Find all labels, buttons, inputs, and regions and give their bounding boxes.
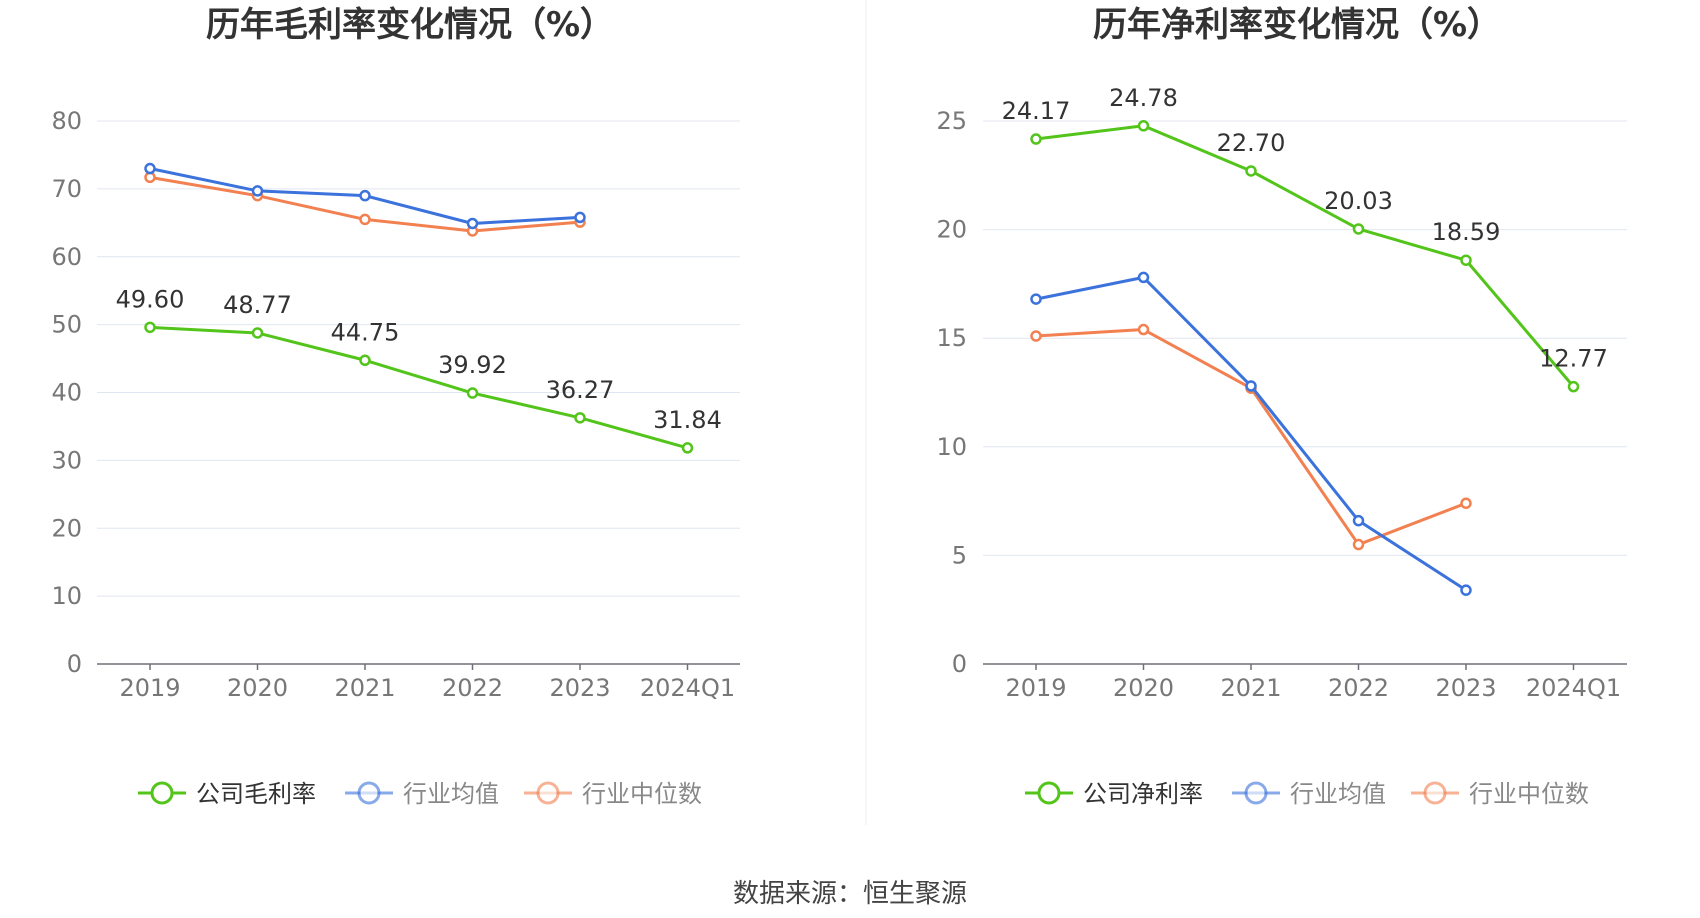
y-tick-label: 40	[51, 379, 82, 407]
data-point	[144, 321, 156, 334]
data-point	[359, 189, 371, 202]
x-tick-label: 2021	[334, 674, 395, 702]
data-point	[681, 442, 694, 454]
data-label: 20.03	[1324, 187, 1393, 215]
x-tick-label: 2022	[1328, 674, 1389, 702]
legend-swatch-marker	[150, 781, 174, 805]
data-point	[1245, 380, 1257, 392]
data-label: 24.78	[1109, 84, 1178, 112]
x-tick-label: 2024Q1	[640, 674, 735, 702]
series-line	[1035, 328, 1467, 547]
legend-swatch-marker	[536, 781, 560, 805]
x-tick-label: 2024Q1	[1526, 674, 1621, 702]
data-point	[466, 217, 479, 230]
data-label: 22.70	[1217, 129, 1286, 157]
series-line	[149, 325, 688, 450]
x-tick-label: 2020	[1113, 674, 1174, 702]
data-point	[359, 213, 371, 226]
x-tick-label: 2019	[119, 674, 180, 702]
data-point	[251, 185, 264, 197]
x-tick-label: 2022	[442, 674, 503, 702]
y-tick-label: 25	[936, 107, 967, 135]
x-tick-label: 2019	[1005, 674, 1066, 702]
y-tick-label: 70	[51, 175, 82, 203]
legend-swatch-marker	[357, 781, 381, 805]
x-tick-label: 2021	[1220, 674, 1281, 702]
data-point	[1352, 538, 1365, 551]
data-label: 39.92	[438, 351, 507, 379]
data-point	[1352, 223, 1365, 235]
data-point	[1352, 514, 1365, 527]
data-point	[1030, 293, 1042, 305]
data-label: 48.77	[223, 291, 292, 319]
data-point	[1460, 254, 1472, 266]
data-point	[144, 162, 156, 175]
data-point	[1460, 497, 1472, 510]
y-tick-label: 0	[67, 650, 82, 678]
legend-swatch-marker	[1244, 781, 1268, 805]
data-point	[1137, 120, 1150, 132]
data-point	[1137, 271, 1150, 284]
y-tick-label: 0	[952, 650, 967, 678]
y-tick-label: 20	[936, 216, 967, 244]
data-point	[574, 412, 586, 424]
data-point	[1030, 133, 1042, 145]
legend-swatch-marker	[1423, 781, 1447, 805]
legend-label: 行业均值	[403, 780, 499, 808]
data-point	[251, 327, 264, 339]
x-tick-label: 2023	[1435, 674, 1496, 702]
legend-label: 行业均值	[1290, 780, 1386, 808]
y-tick-label: 10	[51, 582, 82, 610]
y-tick-label: 15	[936, 324, 967, 352]
legend-label: 公司净利率	[1083, 780, 1203, 808]
y-tick-label: 60	[51, 243, 82, 271]
data-label: 18.59	[1432, 218, 1501, 246]
data-point	[1137, 323, 1150, 336]
series-line	[1035, 275, 1467, 592]
data-label: 44.75	[331, 318, 400, 346]
source-text: 数据来源：恒生聚源	[733, 879, 967, 909]
y-tick-label: 80	[51, 107, 82, 135]
data-point	[359, 354, 371, 367]
legend-label: 行业中位数	[582, 780, 702, 808]
data-label: 24.17	[1002, 97, 1071, 125]
data-point	[1567, 380, 1580, 393]
chart-title: 历年净利率变化情况（%）	[1093, 5, 1501, 45]
data-label: 12.77	[1539, 345, 1608, 373]
data-label: 49.60	[116, 285, 185, 313]
x-tick-label: 2020	[227, 674, 288, 702]
x-tick-label: 2023	[549, 674, 610, 702]
series-line	[1035, 124, 1575, 388]
gross-margin-chart: 历年毛利率变化情况（%） 0 10 20 30 40 50 60 70 80 2019 2020 202…	[51, 5, 740, 808]
legend-label: 公司毛利率	[196, 780, 316, 808]
chart-title: 历年毛利率变化情况（%）	[206, 5, 614, 45]
y-tick-label: 30	[51, 446, 82, 474]
data-point	[574, 211, 586, 224]
net-margin-chart: 历年净利率变化情况（%） 0 5 10 15 20 25 2019 2020 2021 2022 20…	[936, 5, 1627, 808]
y-tick-label: 5	[952, 541, 967, 569]
data-point	[466, 387, 479, 399]
y-tick-label: 20	[51, 514, 82, 542]
data-point	[1030, 330, 1042, 342]
y-tick-label: 50	[51, 311, 82, 339]
y-tick-label: 10	[936, 433, 967, 461]
data-point	[1460, 584, 1472, 596]
legend-label: 行业中位数	[1469, 780, 1589, 808]
data-label: 36.27	[546, 376, 615, 404]
data-label: 31.84	[653, 406, 722, 434]
legend-swatch-marker	[1037, 781, 1061, 805]
data-point	[1245, 165, 1257, 177]
